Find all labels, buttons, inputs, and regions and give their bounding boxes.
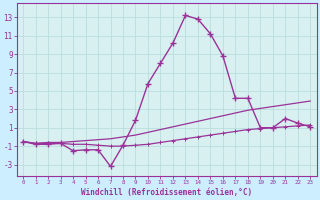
X-axis label: Windchill (Refroidissement éolien,°C): Windchill (Refroidissement éolien,°C) (81, 188, 252, 197)
